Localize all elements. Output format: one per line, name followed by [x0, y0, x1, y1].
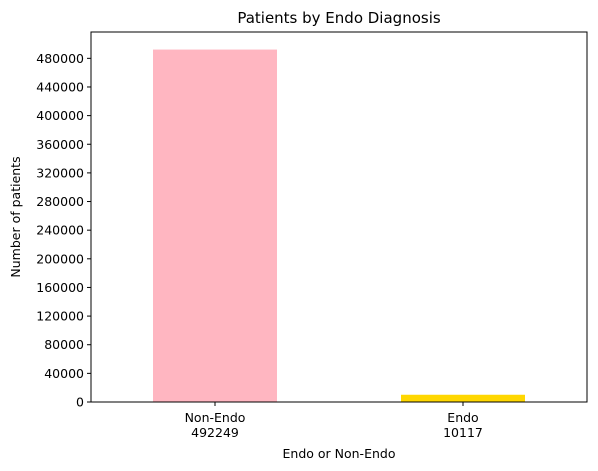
- y-tick-label: 440000: [36, 79, 84, 94]
- bar-endo: [401, 394, 525, 402]
- bar-non-endo: [153, 49, 277, 402]
- y-tick-label: 320000: [36, 165, 84, 180]
- y-tick-label: 480000: [36, 51, 84, 66]
- y-tick-label: 400000: [36, 108, 84, 123]
- x-tick-label: Endo: [447, 410, 478, 425]
- y-tick-label: 160000: [36, 280, 84, 295]
- y-tick-label: 80000: [44, 337, 84, 352]
- chart-title: Patients by Endo Diagnosis: [237, 9, 441, 27]
- y-axis: 0 40000 80000 120000 160000 200000 240000 28000…: [36, 51, 91, 410]
- y-tick-label: 360000: [36, 137, 84, 152]
- x-tick-value-label: 10117: [443, 425, 483, 440]
- plot-frame: [90, 31, 588, 403]
- y-tick-label: 0: [76, 395, 84, 410]
- x-axis-label: Endo or Non-Endo: [283, 446, 396, 461]
- y-tick-label: 120000: [36, 309, 84, 324]
- y-tick-label: 40000: [44, 366, 84, 381]
- y-axis-label: Number of patients: [8, 156, 23, 277]
- x-tick-value-label: 492249: [191, 425, 239, 440]
- y-tick-label: 280000: [36, 194, 84, 209]
- y-tick-label: 200000: [36, 251, 84, 266]
- bars-group: [153, 49, 525, 402]
- y-tick-label: 240000: [36, 223, 84, 238]
- x-tick-label: Non-Endo: [185, 410, 246, 425]
